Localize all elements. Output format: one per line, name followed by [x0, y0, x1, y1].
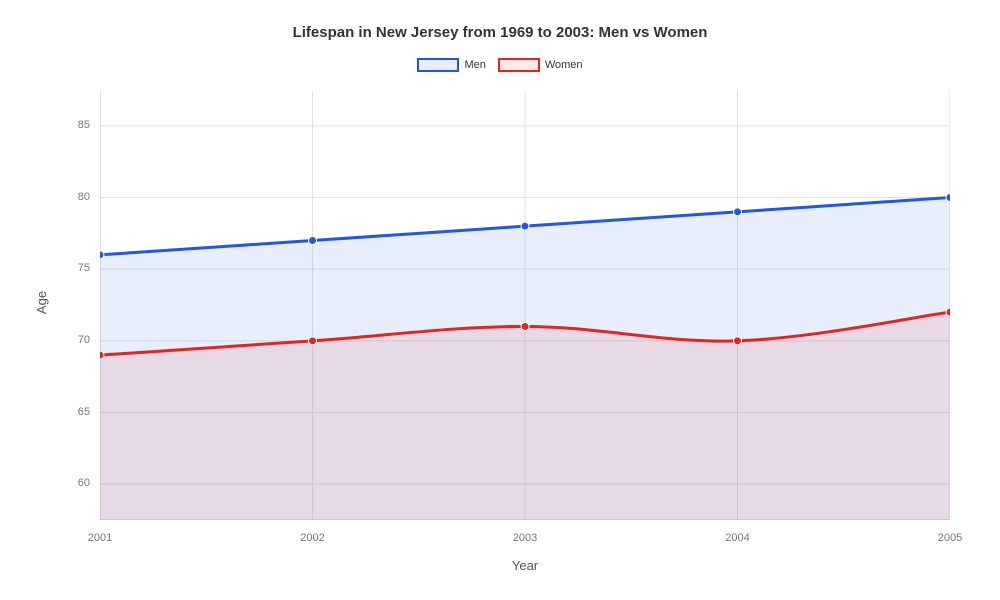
- x-tick-label: 2005: [920, 532, 980, 544]
- legend-label-women: Women: [545, 59, 583, 71]
- y-tick-label: 70: [60, 334, 90, 346]
- y-tick-label: 85: [60, 119, 90, 131]
- legend-swatch-men: [417, 58, 459, 72]
- chart-container: Lifespan in New Jersey from 1969 to 2003…: [0, 0, 1000, 600]
- plot-area: [100, 90, 950, 520]
- y-tick-label: 75: [60, 262, 90, 274]
- x-tick-label: 2001: [70, 532, 130, 544]
- y-tick-label: 80: [60, 191, 90, 203]
- legend-item-women: Women: [498, 58, 583, 72]
- x-tick-label: 2003: [495, 532, 555, 544]
- legend: Men Women: [0, 58, 1000, 72]
- x-axis-label: Year: [100, 558, 950, 573]
- legend-item-men: Men: [417, 58, 485, 72]
- x-tick-label: 2002: [283, 532, 343, 544]
- x-tick-label: 2004: [708, 532, 768, 544]
- legend-swatch-women: [498, 58, 540, 72]
- chart-svg: [100, 90, 950, 520]
- y-axis-label: Age: [34, 291, 49, 314]
- chart-title: Lifespan in New Jersey from 1969 to 2003…: [0, 24, 1000, 41]
- y-tick-label: 65: [60, 406, 90, 418]
- legend-label-men: Men: [464, 59, 485, 71]
- y-tick-label: 60: [60, 477, 90, 489]
